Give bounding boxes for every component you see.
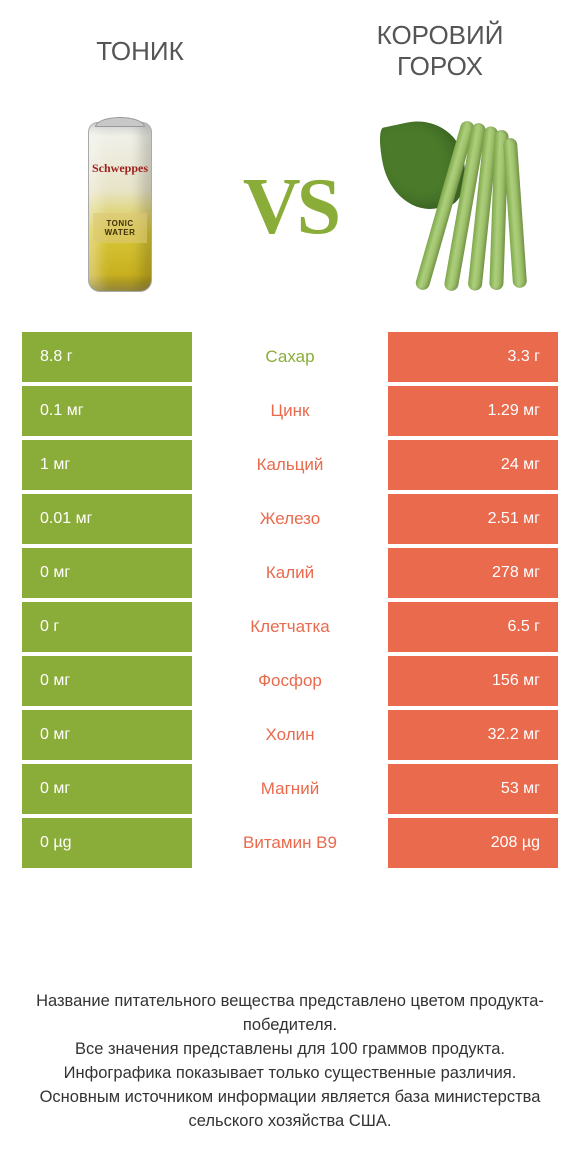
nutrient-name: Кальций: [192, 440, 388, 490]
left-value-cell: 8.8 г: [22, 332, 192, 382]
left-value-cell: 0 мг: [22, 710, 192, 760]
left-value-cell: 0 мг: [22, 656, 192, 706]
table-row: 8.8 гСахар3.3 г: [22, 332, 558, 382]
nutrient-name: Клетчатка: [192, 602, 388, 652]
header-row: ТОНИК КОРОВИЙ ГОРОХ: [0, 0, 580, 92]
vs-label: VS: [243, 162, 337, 253]
table-row: 0 мгКалий278 мг: [22, 548, 558, 598]
footnote-line: Инфографика показывает только существенн…: [30, 1062, 550, 1086]
image-row: Schweppes TONIC WATER VS: [0, 92, 580, 332]
right-value-cell: 24 мг: [388, 440, 558, 490]
left-value-cell: 0 µg: [22, 818, 192, 868]
footnote-line: Основным источником информации является …: [30, 1086, 550, 1134]
right-value-cell: 278 мг: [388, 548, 558, 598]
table-row: 1 мгКальций24 мг: [22, 440, 558, 490]
table-row: 0 гКлетчатка6.5 г: [22, 602, 558, 652]
nutrient-name: Железо: [192, 494, 388, 544]
right-value-cell: 156 мг: [388, 656, 558, 706]
right-product-title: КОРОВИЙ ГОРОХ: [340, 20, 540, 82]
cowpea-icon: [380, 112, 540, 302]
left-value-cell: 1 мг: [22, 440, 192, 490]
nutrient-name: Сахар: [192, 332, 388, 382]
left-value-cell: 0.1 мг: [22, 386, 192, 436]
table-row: 0 мгМагний53 мг: [22, 764, 558, 814]
nutrient-name: Магний: [192, 764, 388, 814]
footnote: Название питательного вещества представл…: [30, 990, 550, 1134]
footnote-line: Все значения представлены для 100 граммо…: [30, 1038, 550, 1062]
left-value-cell: 0 мг: [22, 764, 192, 814]
right-value-cell: 32.2 мг: [388, 710, 558, 760]
right-value-cell: 3.3 г: [388, 332, 558, 382]
nutrient-name: Калий: [192, 548, 388, 598]
can-brand-label: Schweppes: [89, 161, 151, 176]
table-row: 0 мгФосфор156 мг: [22, 656, 558, 706]
footnote-line: Название питательного вещества представл…: [30, 990, 550, 1038]
tonic-can-icon: Schweppes TONIC WATER: [88, 122, 152, 292]
left-value-cell: 0 мг: [22, 548, 192, 598]
right-value-cell: 2.51 мг: [388, 494, 558, 544]
comparison-table: 8.8 гСахар3.3 г0.1 мгЦинк1.29 мг1 мгКаль…: [22, 332, 558, 868]
table-row: 0 мгХолин32.2 мг: [22, 710, 558, 760]
can-product-label: TONIC WATER: [93, 213, 147, 243]
right-value-cell: 208 µg: [388, 818, 558, 868]
nutrient-name: Фосфор: [192, 656, 388, 706]
table-row: 0 µgВитамин B9208 µg: [22, 818, 558, 868]
nutrient-name: Цинк: [192, 386, 388, 436]
nutrient-name: Холин: [192, 710, 388, 760]
left-value-cell: 0.01 мг: [22, 494, 192, 544]
right-value-cell: 1.29 мг: [388, 386, 558, 436]
table-row: 0.1 мгЦинк1.29 мг: [22, 386, 558, 436]
right-product-image: [380, 107, 540, 307]
right-value-cell: 6.5 г: [388, 602, 558, 652]
right-value-cell: 53 мг: [388, 764, 558, 814]
left-value-cell: 0 г: [22, 602, 192, 652]
nutrient-name: Витамин B9: [192, 818, 388, 868]
left-product-title: ТОНИК: [40, 36, 240, 67]
table-row: 0.01 мгЖелезо2.51 мг: [22, 494, 558, 544]
left-product-image: Schweppes TONIC WATER: [40, 107, 200, 307]
